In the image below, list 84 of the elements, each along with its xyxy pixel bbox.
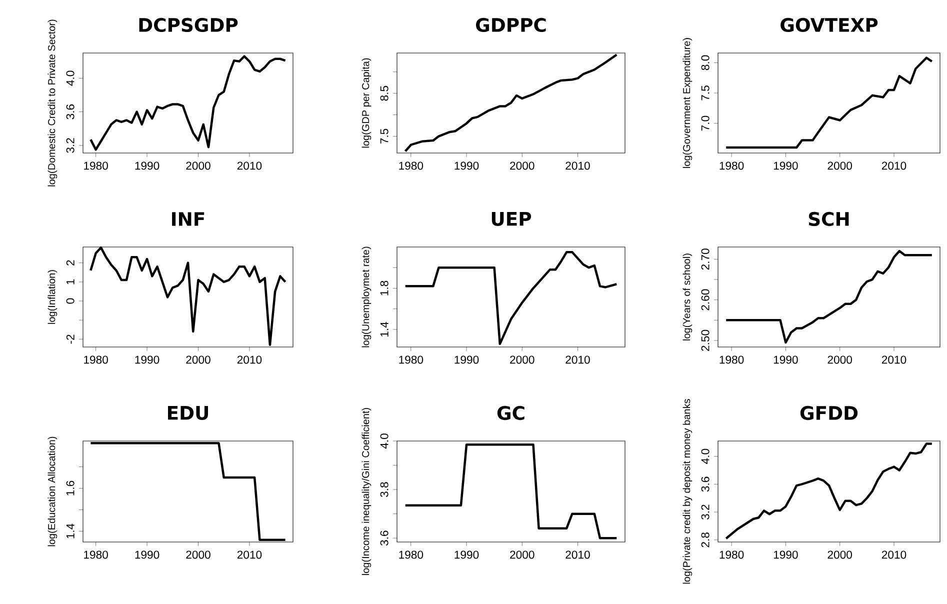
y-tick-label: 8.0 xyxy=(701,55,710,70)
x-tick-label: 2000 xyxy=(828,162,852,170)
y-tick-label: 3.6 xyxy=(66,104,74,120)
y-tick-label: 2.60 xyxy=(701,289,710,310)
y-tick-label: 4.0 xyxy=(66,70,74,86)
line-series xyxy=(90,55,286,151)
line-series xyxy=(724,250,934,344)
y-axis-title: log(Unemploymet rate) xyxy=(362,246,372,348)
x-tick-label: 2010 xyxy=(237,162,262,170)
y-tick-label: 3.8 xyxy=(380,482,388,497)
line-series xyxy=(724,56,934,149)
y-tick-label: 0 xyxy=(66,298,74,304)
line-series xyxy=(404,444,618,540)
x-tick-label: 2000 xyxy=(510,162,534,170)
y-tick-label: 2.70 xyxy=(701,248,710,270)
y-axis-title: log(Domestic Credit to Private Sector) xyxy=(48,20,58,186)
chart-title: UEP xyxy=(492,212,532,226)
y-tick-label: 8.5 xyxy=(380,86,388,101)
x-tick-label: 2000 xyxy=(828,356,852,364)
x-tick-label: 1990 xyxy=(135,550,160,559)
x-tick-label: 2010 xyxy=(566,356,590,364)
x-tick-label: 2010 xyxy=(237,550,262,559)
x-tick-label: 2000 xyxy=(510,550,534,559)
y-tick-label: 3.2 xyxy=(701,504,710,520)
y-axis-title: log(Education Allocation) xyxy=(48,436,58,546)
x-tick-label: 1980 xyxy=(84,356,108,364)
y-axis-title: log(GDP per Capita) xyxy=(362,58,372,148)
x-tick-label: 2010 xyxy=(882,550,906,559)
x-tick-label: 1990 xyxy=(135,356,160,364)
chart-title: INF xyxy=(172,212,204,226)
y-tick-label: 2.50 xyxy=(701,330,710,351)
chart-title: SCH xyxy=(808,212,849,226)
x-tick-label: 2000 xyxy=(510,356,534,364)
x-tick-label: 2010 xyxy=(566,162,590,170)
x-tick-label: 1990 xyxy=(454,550,479,559)
x-tick-label: 2010 xyxy=(882,356,906,364)
chart-title: GC xyxy=(497,406,524,420)
x-tick-label: 2000 xyxy=(186,162,210,170)
chart-title: GFDD xyxy=(800,406,858,420)
chart-title: GDPPC xyxy=(476,18,546,32)
y-tick-label: 3.6 xyxy=(380,530,388,546)
y-tick-label: 1.6 xyxy=(66,480,74,496)
y-tick-label: 2 xyxy=(66,260,74,266)
y-tick-label: 7.5 xyxy=(380,128,388,144)
x-tick-label: 2010 xyxy=(566,550,590,559)
x-tick-label: 1990 xyxy=(774,356,798,364)
y-tick-label: 1.4 xyxy=(66,524,74,538)
x-tick-label: 1980 xyxy=(720,550,744,559)
x-tick-label: 2000 xyxy=(186,550,210,559)
y-tick-label: 1.8 xyxy=(380,280,388,296)
x-tick-label: 1980 xyxy=(399,356,424,364)
y-tick-label: 1 xyxy=(66,279,74,284)
y-tick-label: 4.0 xyxy=(380,434,388,449)
y-tick-label: 3.6 xyxy=(701,476,710,492)
x-tick-label: 1980 xyxy=(720,356,744,364)
x-tick-label: 1980 xyxy=(399,550,424,559)
x-tick-label: 1990 xyxy=(454,162,479,170)
x-tick-label: 1980 xyxy=(84,550,108,559)
x-tick-label: 1990 xyxy=(774,162,798,170)
x-tick-label: 1980 xyxy=(399,162,424,170)
y-tick-label: 2.8 xyxy=(701,532,710,548)
y-tick-label: 7.0 xyxy=(701,116,710,131)
x-tick-label: 2010 xyxy=(237,356,262,364)
y-axis-title: log(Years of school) xyxy=(682,254,692,340)
y-tick-label: -2 xyxy=(66,334,74,344)
x-tick-label: 1990 xyxy=(774,550,798,559)
y-tick-label: 3.2 xyxy=(66,138,74,153)
chart-title: EDU xyxy=(168,406,208,420)
chart-title: GOVTEXP xyxy=(780,18,878,32)
x-tick-label: 2010 xyxy=(882,162,906,170)
x-tick-label: 2000 xyxy=(186,356,210,364)
y-tick-label: 4.0 xyxy=(701,448,710,464)
y-axis-title: log(Private credit by deposit money banks xyxy=(682,399,692,584)
y-tick-label: 1.4 xyxy=(380,322,388,336)
y-axis-title: log(Income inequality/Gini Coefficient) xyxy=(362,408,372,575)
y-axis-title: log(Inflation) xyxy=(48,270,58,324)
x-tick-label: 1980 xyxy=(720,162,744,170)
x-tick-label: 1980 xyxy=(84,162,108,170)
y-tick-label: 7.5 xyxy=(701,86,710,100)
x-tick-label: 2000 xyxy=(828,550,852,559)
x-tick-label: 1990 xyxy=(454,356,479,364)
chart-title: DCPSGDP xyxy=(139,18,238,32)
y-axis-title: log(Government Expenditure) xyxy=(682,38,692,168)
x-tick-label: 1990 xyxy=(135,162,160,170)
